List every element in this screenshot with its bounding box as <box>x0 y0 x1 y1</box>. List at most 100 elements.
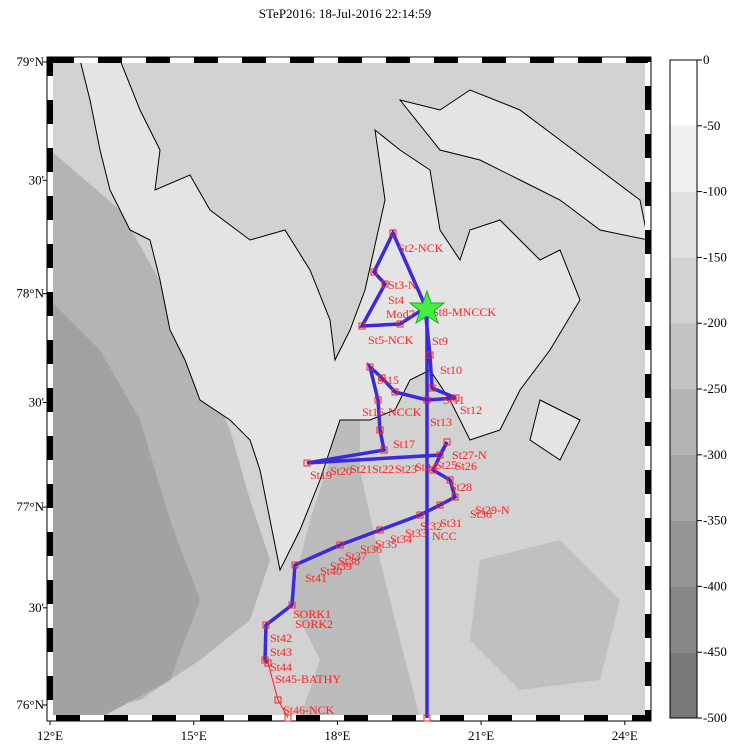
colorbar-band <box>670 586 697 653</box>
station-label: St36 <box>360 542 382 556</box>
station-marker <box>336 541 344 549</box>
station-label: St33 <box>405 526 427 540</box>
station-label: St43 <box>270 645 292 659</box>
station-marker <box>288 601 296 609</box>
station-label: St15 <box>377 373 399 387</box>
station-marker <box>391 388 399 396</box>
station-marker <box>376 526 384 534</box>
station-label: St2-NCK <box>398 241 444 255</box>
frame-checker <box>47 57 651 721</box>
colorbar: 0 -50 -100 -150 -200 -250 -300 -350 -400 -450 -500 <box>669 52 727 725</box>
station-marker <box>416 511 424 519</box>
colorbar-band <box>670 60 697 126</box>
station-marker <box>264 659 272 667</box>
colorbar-band <box>670 125 697 192</box>
station-label: St11 <box>443 393 465 407</box>
station-marker <box>389 229 397 237</box>
station-label: Mod7 <box>386 307 415 321</box>
station-label: St20 <box>330 464 352 478</box>
station-marker <box>452 394 460 402</box>
station-marker <box>423 714 431 722</box>
station-label: St23 <box>395 462 417 476</box>
colorbar-tick-label: -100 <box>703 184 727 199</box>
station-marker <box>262 621 270 629</box>
lat-tick-label: 79°N <box>16 54 44 69</box>
station-label: St26 <box>455 459 477 473</box>
station-label: St29-N <box>475 503 510 517</box>
station-label: St5-NCK <box>368 333 414 347</box>
coastline-land <box>79 59 581 572</box>
station-label: NCC <box>432 529 457 543</box>
station-label: St8-MNCCK <box>432 305 496 319</box>
station-label: St17 <box>393 437 415 451</box>
station-label: St24 <box>415 460 437 474</box>
lat-tick-label: 30' <box>29 394 44 409</box>
colorbar-tick-label: -150 <box>703 249 727 264</box>
colorbar-tick-label: -200 <box>703 315 727 330</box>
station-label: St21 <box>350 462 372 476</box>
station-marker <box>378 374 386 382</box>
station-marker <box>303 459 311 467</box>
station-marker <box>443 438 451 446</box>
current-position-star <box>408 289 446 325</box>
station-marker <box>451 493 459 501</box>
station-label: St4 <box>388 293 404 307</box>
station-label: St13 <box>430 415 452 429</box>
station-marker <box>291 561 299 569</box>
bank <box>470 540 620 690</box>
station-marker <box>436 451 444 459</box>
station-marker <box>358 322 366 330</box>
lat-tick-label: 78°N <box>16 286 44 301</box>
station-label: St42 <box>270 631 292 645</box>
lat-tick-label: 30' <box>29 172 44 187</box>
lon-tick-label: 12°E <box>37 728 63 743</box>
station-label: St38 <box>338 554 360 568</box>
track-completed <box>263 228 458 718</box>
station-label: St28 <box>450 480 472 494</box>
colorbar-band <box>670 520 697 587</box>
station-marker <box>274 696 282 704</box>
coastline-islet <box>529 399 581 461</box>
station-marker <box>436 501 444 509</box>
station-label: St40 <box>320 564 342 578</box>
station-marker <box>396 320 404 328</box>
colorbar-tick-label: -300 <box>703 447 727 462</box>
colorbar-band <box>670 652 697 718</box>
station-label: St32 <box>420 519 442 533</box>
colorbar-tick-label: -450 <box>703 644 727 659</box>
station-label: St46-NCK <box>283 703 335 717</box>
station-label: St25 <box>435 458 457 472</box>
station-marker <box>380 446 388 454</box>
station-marker <box>376 426 384 434</box>
station-label: St41 <box>305 571 327 585</box>
lon-tick-label: 18°E <box>324 728 350 743</box>
colorbar-band <box>670 323 697 389</box>
station-marker <box>381 280 389 288</box>
colorbar-tick-label: 0 <box>703 52 710 67</box>
title: STeP2016: 18-Jul-2016 22:14:59 <box>259 6 431 21</box>
frame-outline <box>46 56 652 722</box>
station-label: St31 <box>440 516 462 530</box>
station-marker <box>428 384 436 392</box>
coastline-island <box>398 89 649 241</box>
colorbar-tick-label: -250 <box>703 381 727 396</box>
colorbar-band <box>670 454 697 521</box>
station-label: St12 <box>460 403 482 417</box>
station-label: St37 <box>345 549 367 563</box>
colorbar-tick-label: -500 <box>703 710 727 725</box>
station-label: St22 <box>372 462 394 476</box>
station-marker <box>370 268 378 276</box>
station-label: St10 <box>440 363 462 377</box>
lat-tick-label: 30' <box>29 600 44 615</box>
station-label: St16-NCCK <box>362 405 422 419</box>
deep-trough <box>50 300 200 718</box>
station-label: St39 <box>330 559 352 573</box>
station-label: St9 <box>432 334 448 348</box>
station-marker <box>429 466 437 474</box>
colorbar-tick-label: -350 <box>703 513 727 528</box>
station-label: St45-BATHY <box>275 672 341 686</box>
station-label: SORK1 <box>293 607 331 621</box>
